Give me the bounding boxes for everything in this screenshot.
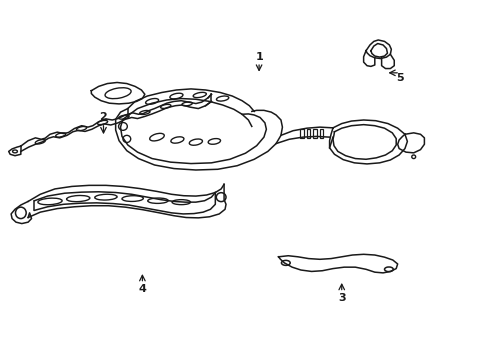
Bar xyxy=(313,129,316,138)
Bar xyxy=(300,129,303,138)
Bar xyxy=(306,129,310,138)
Text: 5: 5 xyxy=(395,73,403,83)
Text: 1: 1 xyxy=(255,52,263,62)
Text: 2: 2 xyxy=(100,112,107,122)
Bar xyxy=(319,129,323,138)
Text: 4: 4 xyxy=(138,284,146,294)
Text: 3: 3 xyxy=(337,293,345,303)
